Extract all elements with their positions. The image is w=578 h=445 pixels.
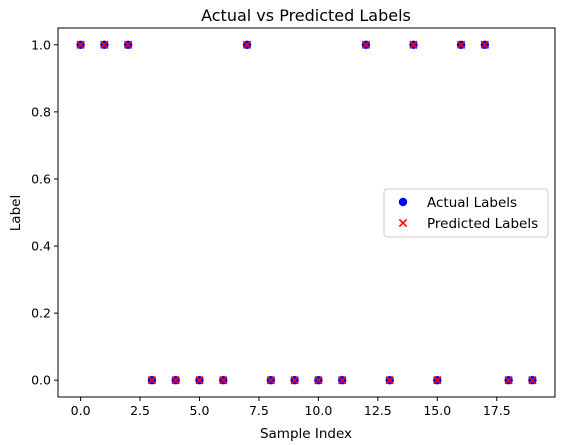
predicted-point [195,376,204,385]
legend-x-marker [398,218,408,228]
predicted-point [338,376,347,385]
predicted-point [409,40,418,49]
predicted-point [361,40,371,49]
x-tick-label: 10.0 [304,403,332,418]
y-tick-label: 0.6 [31,171,51,186]
predicted-point [100,40,109,49]
chart-title: Actual vs Predicted Labels [201,6,411,25]
x-tick-label: 17.5 [483,403,511,418]
y-axis-title: Label [8,195,24,231]
predicted-point [528,376,537,385]
predicted-point [385,376,394,385]
predicted-point [171,376,180,385]
x-tick-label: 12.5 [364,403,392,418]
y-tick-label: 1.0 [31,37,51,52]
predicted-point [290,376,299,385]
predicted-point [242,40,252,49]
axes-frame [57,27,556,398]
x-tick-label: 7.5 [249,403,269,418]
y-tick-label: 0.2 [31,306,51,321]
legend-box [383,188,549,238]
predicted-point [147,376,157,385]
y-tick-label: 0.8 [31,104,51,119]
legend-label: Predicted Labels [427,216,538,232]
predicted-point [76,40,85,49]
predicted-point [266,376,275,385]
legend-label: Actual Labels [427,195,517,211]
x-axis-title: Sample Index [260,426,352,442]
predicted-point [480,40,490,49]
predicted-point [219,376,228,385]
plot-area: 0.0 2.5 5.0 7.5 10.0 12.5 15.0 17.5 0.0 0.2 0.4 0.6… [31,27,556,418]
y-tick-label: 0.4 [31,239,51,254]
legend: Actual Labels Predicted Labels [383,188,549,238]
x-tick-label: 15.0 [423,403,451,418]
predicted-point [504,376,513,385]
predicted-point [433,376,442,385]
predicted-point [314,376,323,385]
x-tick-label: 2.5 [130,403,150,418]
y-tick-label: 0.0 [31,373,51,388]
predicted-point [456,40,466,49]
predicted-point [123,40,133,49]
x-tick-label: 0.0 [71,403,91,418]
legend-circle-marker [398,197,408,207]
series-predicted-labels [76,40,537,385]
x-tick-label: 5.0 [190,403,210,418]
